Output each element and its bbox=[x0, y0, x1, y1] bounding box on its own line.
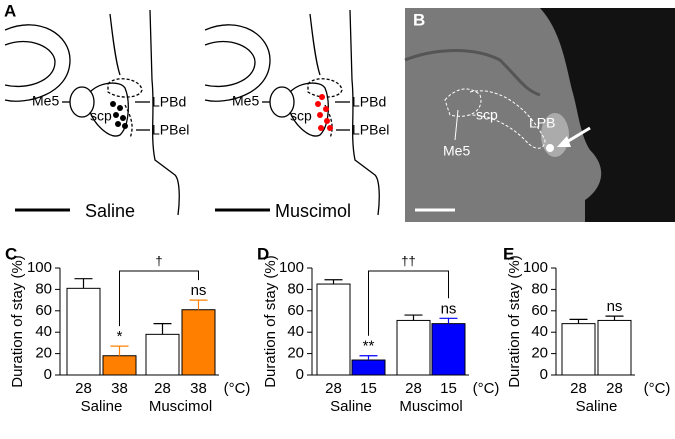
bar bbox=[597, 319, 632, 376]
group-label: Saline bbox=[81, 398, 123, 415]
panel-label: B bbox=[413, 10, 425, 29]
error-bar bbox=[605, 315, 624, 321]
caption: Saline bbox=[85, 201, 135, 221]
x-tick-label: 28 bbox=[154, 380, 171, 397]
y-tick-label: 60 bbox=[35, 302, 52, 319]
group-label: Muscimol bbox=[149, 398, 212, 415]
y-tick-label: 80 bbox=[35, 280, 52, 297]
error-bar bbox=[153, 323, 172, 335]
group-label: Saline bbox=[330, 398, 372, 415]
error-bar bbox=[324, 279, 343, 285]
y-tick-label: 40 bbox=[531, 323, 548, 340]
error-bar bbox=[359, 355, 378, 361]
y-tick-label: 40 bbox=[35, 323, 52, 340]
bar bbox=[181, 309, 216, 376]
error-bar bbox=[569, 318, 588, 324]
label-me5: Me5 bbox=[32, 93, 59, 109]
error-bar bbox=[110, 345, 129, 356]
injection-sites bbox=[110, 101, 128, 129]
x-tick-label: 28 bbox=[606, 380, 623, 397]
bar bbox=[396, 319, 431, 376]
y-tick-label: 80 bbox=[531, 280, 548, 297]
bar bbox=[561, 323, 596, 376]
y-tick-label: 100 bbox=[279, 259, 304, 276]
label-lpbd: LPBd bbox=[152, 94, 186, 110]
x-tick-label: 38 bbox=[111, 380, 128, 397]
x-tick-label: 38 bbox=[190, 380, 207, 397]
label-lpbel: LPBel bbox=[152, 122, 189, 138]
bar bbox=[66, 287, 101, 376]
y-tick-label: 100 bbox=[523, 259, 548, 276]
panel-a: A bbox=[4, 1, 380, 216]
bar-annotation: ns bbox=[607, 298, 623, 315]
x-unit: (°C) bbox=[473, 380, 500, 397]
bar-annotation: ** bbox=[363, 338, 375, 355]
panel-label: A bbox=[4, 1, 16, 20]
y-tick-label: 0 bbox=[540, 366, 548, 383]
brainstem-diagram bbox=[4, 9, 180, 216]
bracket-label: †† bbox=[401, 253, 415, 268]
panel-b: B scp Me5 LPB bbox=[404, 8, 675, 222]
x-tick-label: 15 bbox=[440, 380, 457, 397]
label-scp: scp bbox=[476, 107, 498, 123]
y-tick-label: 60 bbox=[531, 302, 548, 319]
y-tick-label: 20 bbox=[287, 345, 304, 362]
x-tick-label: 15 bbox=[360, 380, 377, 397]
group-label: Muscimol bbox=[399, 398, 462, 415]
label-lpbel: LPBel bbox=[352, 122, 389, 138]
error-bar bbox=[404, 314, 423, 321]
panel-label: C bbox=[5, 244, 17, 263]
caption: Muscimol bbox=[275, 201, 351, 221]
y-tick-label: 40 bbox=[287, 323, 304, 340]
x-tick-label: 28 bbox=[325, 380, 342, 397]
label-lpb: LPB bbox=[529, 115, 555, 131]
y-tick-label: 100 bbox=[27, 259, 52, 276]
label-scp: scp bbox=[90, 108, 112, 124]
bar bbox=[351, 359, 386, 376]
bracket bbox=[119, 270, 199, 327]
error-bar bbox=[439, 317, 458, 324]
bar-annotation: * bbox=[117, 328, 123, 345]
panel-label: D bbox=[257, 244, 269, 263]
x-tick-label: 28 bbox=[405, 380, 422, 397]
y-axis-title: Duration of stay (%) bbox=[262, 255, 279, 388]
y-tick-label: 60 bbox=[287, 302, 304, 319]
panel-a-labels: Me5 scp LPBd LPBel Me5 scp LPBd LPBel Sa… bbox=[32, 93, 389, 221]
label-me5: Me5 bbox=[443, 143, 470, 159]
bar bbox=[316, 283, 351, 376]
x-unit: (°C) bbox=[224, 380, 251, 397]
bar-annotation: ns bbox=[441, 300, 457, 317]
x-tick-label: 28 bbox=[570, 380, 587, 397]
bracket bbox=[368, 270, 449, 336]
y-tick-label: 20 bbox=[531, 345, 548, 362]
bar bbox=[145, 333, 180, 376]
y-axis-title: Duration of stay (%) bbox=[9, 255, 26, 388]
y-tick-label: 20 bbox=[35, 345, 52, 362]
injection-sites bbox=[315, 94, 333, 131]
y-tick-label: 0 bbox=[296, 366, 304, 383]
label-me5: Me5 bbox=[232, 93, 259, 109]
bar bbox=[102, 355, 137, 376]
error-bar bbox=[74, 278, 93, 289]
bar bbox=[431, 323, 466, 376]
label-scp: scp bbox=[290, 108, 312, 124]
group-label: Saline bbox=[576, 398, 618, 415]
y-tick-label: 80 bbox=[287, 280, 304, 297]
bar-annotation: ns bbox=[191, 282, 207, 299]
x-unit: (°C) bbox=[644, 380, 671, 397]
label-lpbd: LPBd bbox=[352, 94, 386, 110]
y-axis-title: Duration of stay (%) bbox=[506, 255, 523, 388]
error-bar bbox=[189, 299, 208, 310]
panel-label: E bbox=[503, 244, 514, 263]
x-tick-label: 28 bbox=[75, 380, 92, 397]
y-tick-label: 0 bbox=[44, 366, 52, 383]
bracket-label: † bbox=[155, 253, 162, 268]
